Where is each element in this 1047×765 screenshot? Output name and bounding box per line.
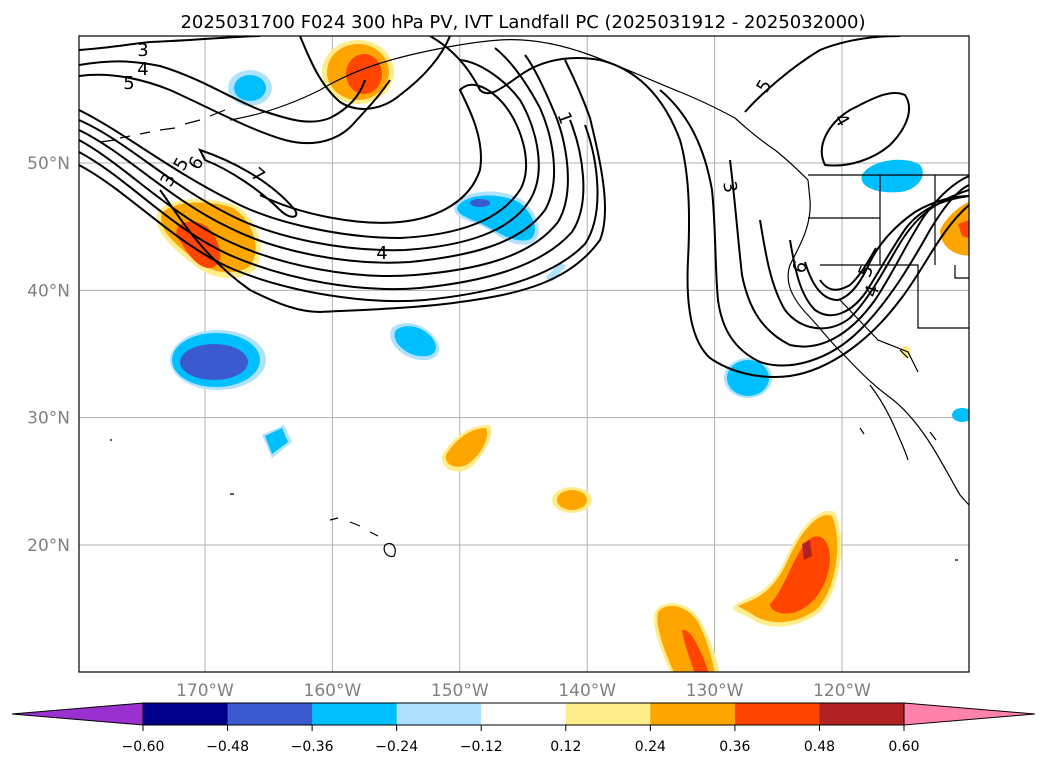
- pos-blob-133w-core: [682, 629, 709, 672]
- pv-contour-outer: [159, 59, 606, 314]
- map-title: 2025031700 F024 300 hPa PV, IVT Landfall…: [180, 12, 865, 33]
- lon-tick-label: 160°W: [304, 681, 362, 701]
- pv-contour-2: [79, 119, 585, 291]
- pos-blob-115w: [901, 346, 911, 358]
- pv-contour-top5: [79, 73, 391, 145]
- contour-label: 3: [137, 40, 148, 61]
- coast-hawaii: [329, 517, 396, 557]
- colorbar-over-triangle: [903, 702, 1036, 726]
- pos-blob-east-core: [958, 220, 969, 239]
- pv-contour-7: [198, 148, 298, 218]
- colorbar-tick-label: 0.12: [550, 739, 581, 755]
- lat-tick-label: 20°N: [27, 536, 70, 556]
- colorbar-tick-label: −0.48: [206, 739, 249, 755]
- neg-blob-142w: [545, 262, 566, 282]
- plot-area: 3 4 5 3 5 6 7 4 1 3 5 4 6 5 4: [78, 35, 970, 673]
- lon-tick-label: 130°W: [686, 681, 744, 701]
- colorbar-tick-label: −0.24: [375, 739, 418, 755]
- colorbar-bin: [227, 703, 313, 725]
- border-us-mexico: [839, 299, 919, 373]
- pv-contour-1: [79, 124, 599, 303]
- pv-contour-c: [729, 159, 969, 348]
- pv-contour-g: [819, 247, 877, 291]
- pv-contour-5: [79, 59, 540, 252]
- coast-baja: [869, 384, 909, 461]
- coast-alaska: [229, 39, 809, 181]
- pv-contour-5-loop: [744, 36, 901, 113]
- contour-label: 4: [376, 243, 387, 264]
- map-frame: [78, 35, 970, 673]
- contour-label: 4: [137, 59, 148, 80]
- coast-dots: [110, 439, 958, 561]
- pv-contour-a: [429, 36, 969, 379]
- pv-contour-e: [789, 195, 969, 317]
- neg-blob-110w: [952, 408, 969, 422]
- longitude-axis: 170°W 160°W 150°W 140°W 130°W 120°W: [176, 681, 871, 701]
- pv-contour-4: [79, 47, 556, 264]
- pv-contour-3: [79, 54, 569, 278]
- colorbar-tick-label: 0.36: [719, 739, 750, 755]
- colorbar-tick-label: −0.12: [460, 739, 503, 755]
- pv-contour-top6: [299, 36, 451, 110]
- pv-contour-top3: [79, 36, 261, 51]
- colorbar-tick-label: 0.60: [888, 739, 919, 755]
- neg-blob-150w-dark: [470, 199, 490, 207]
- lon-tick-label: 170°W: [176, 681, 234, 701]
- coast-aleutians: [99, 109, 226, 143]
- pos-blob-123w-core: [770, 536, 830, 614]
- pv-contour-ne: [820, 91, 910, 167]
- colorbar-bin: [565, 703, 651, 725]
- colorbar-bin: [650, 703, 736, 725]
- lat-tick-label: 30°N: [27, 409, 70, 429]
- colorbar-tick-label: −0.60: [122, 739, 165, 755]
- contour-label: 5: [123, 73, 134, 94]
- coast-islands: [859, 349, 937, 441]
- contour-label: 3: [718, 180, 741, 195]
- lon-tick-label: 120°W: [813, 681, 871, 701]
- pv-contour-f: [804, 195, 969, 302]
- pos-blob-123w-max: [802, 540, 812, 560]
- coastlines: [99, 39, 969, 561]
- pv-contours: [79, 36, 969, 379]
- pos-blob-goa-core: [346, 54, 382, 94]
- border-states: [808, 175, 969, 329]
- colorbar-frame: [142, 702, 905, 726]
- lat-tick-label: 50°N: [27, 154, 70, 174]
- colorbar-tick-label: 0.48: [804, 739, 835, 755]
- coast-west: [787, 179, 969, 506]
- latitude-axis: 50°N 40°N 30°N 20°N: [27, 154, 70, 556]
- colorbar-tick-label: −0.36: [291, 739, 334, 755]
- pos-blob-141w-core: [557, 490, 587, 510]
- neg-blob-alaska-core: [234, 75, 266, 101]
- colorbar-bin: [819, 703, 905, 725]
- neg-blob-128w-core: [727, 360, 769, 396]
- pv-contour-d: [759, 189, 969, 330]
- neg-blob-116w: [861, 159, 923, 193]
- colorbar: −0.60 −0.48 −0.36 −0.24 −0.12 0.12 0.24 0.36 0.4…: [11, 702, 1036, 755]
- colorbar-bin: [481, 703, 567, 725]
- pv-contour-top4: [79, 60, 366, 123]
- shaded-anomalies: [156, 40, 969, 672]
- lon-tick-label: 140°W: [558, 681, 616, 701]
- lon-tick-label: 150°W: [431, 681, 489, 701]
- colorbar-tick-label: 0.24: [635, 739, 666, 755]
- lat-tick-label: 40°N: [27, 281, 70, 301]
- colorbar-bin: [312, 703, 398, 725]
- neg-blob-165w-core: [265, 428, 288, 454]
- neg-blob-155w-core: [394, 326, 436, 357]
- neg-blob-170w-core: [180, 344, 248, 380]
- colorbar-bin: [143, 703, 229, 725]
- colorbar-bin: [734, 703, 820, 725]
- pv-contour-b: [659, 89, 969, 367]
- pos-blob-east: [940, 201, 969, 256]
- pos-blob-150w-core: [445, 428, 488, 467]
- pv-contour-6: [79, 83, 528, 240]
- colorbar-bin: [396, 703, 482, 725]
- colorbar-under-triangle: [11, 702, 144, 726]
